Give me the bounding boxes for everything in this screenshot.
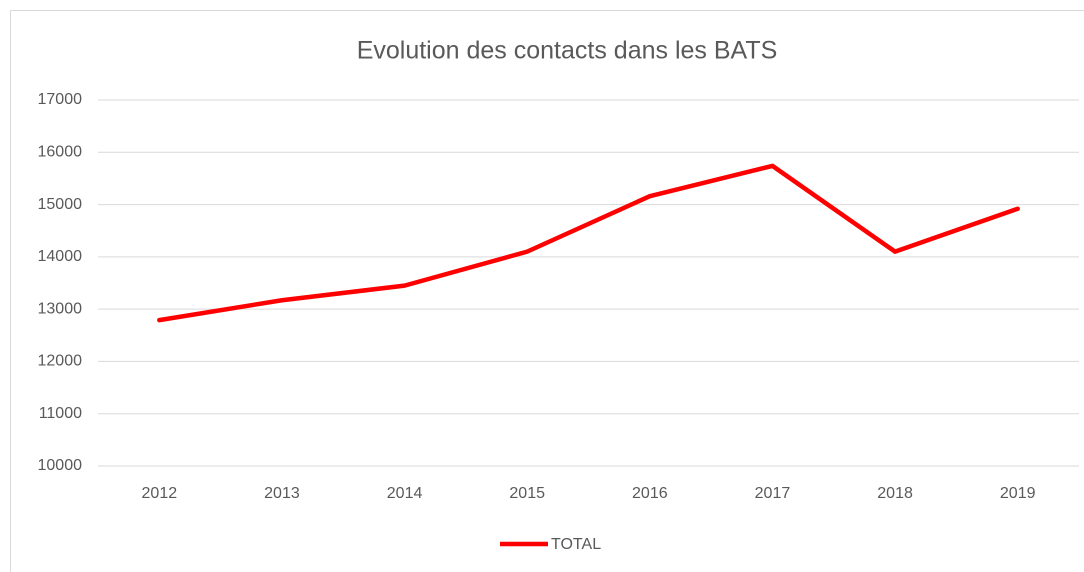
x-tick-label: 2013 — [264, 485, 300, 502]
x-tick-label: 2014 — [387, 485, 423, 502]
chart-frame — [10, 10, 1084, 572]
x-tick-label: 2012 — [142, 485, 178, 502]
line-series — [157, 163, 1020, 323]
y-tick-label: 10000 — [38, 457, 83, 474]
y-tick-label: 16000 — [38, 144, 83, 161]
legend-label: TOTAL — [551, 536, 601, 553]
y-tick-label: 17000 — [38, 91, 83, 108]
x-tick-label: 2016 — [632, 485, 668, 502]
y-tick-label: 12000 — [38, 353, 83, 370]
x-tick-label: 2015 — [509, 485, 545, 502]
y-tick-label: 15000 — [38, 196, 83, 213]
y-tick-label: 11000 — [39, 405, 82, 422]
x-tick-label: 2017 — [755, 485, 791, 502]
y-tick-label: 13000 — [38, 300, 83, 317]
x-tick-label: 2018 — [877, 485, 913, 502]
chart-title: Evolution des contacts dans les BATS — [357, 37, 778, 65]
y-tick-label: 14000 — [38, 248, 83, 265]
x-tick-label: 2019 — [1000, 485, 1036, 502]
